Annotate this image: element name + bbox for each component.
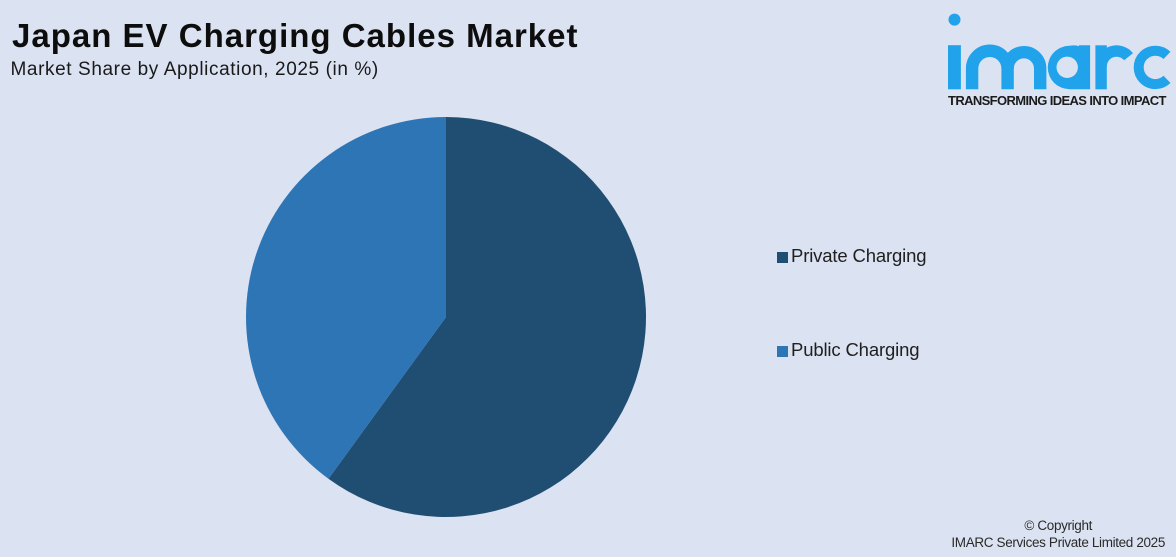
svg-text:TRANSFORMING IDEAS INTO IMPACT: TRANSFORMING IDEAS INTO IMPACT [948, 93, 1166, 108]
